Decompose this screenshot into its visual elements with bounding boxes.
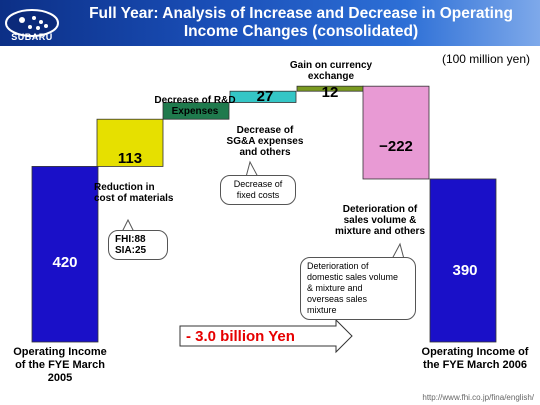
value-label-fye2006: 390 (452, 262, 478, 279)
callout-line: SIA:25 (115, 245, 147, 256)
callout-line: & mixture and (307, 283, 363, 293)
value-label-fye2005: 420 (52, 254, 78, 271)
title-line-1: Full Year: Analysis of Increase and Decr… (89, 5, 513, 22)
callout-line: Decrease of (233, 179, 283, 189)
bar-fye2006 (429, 178, 497, 343)
value-label-volume: −222 (379, 138, 413, 155)
callout-line: FHI:88 (115, 234, 146, 245)
category-label-fye2006: Operating Income of the FYE March 2006 (421, 346, 529, 371)
category-label-volume: Deterioration of sales volume & mixture … (334, 204, 426, 237)
callout-sales-volume: Deterioration of domestic sales volume &… (300, 257, 416, 320)
bar-fye2005 (31, 166, 99, 343)
decrease-arrow-icon (179, 318, 353, 354)
callout-pointer-volume (391, 242, 405, 260)
category-label-rd: Decrease of R&D Expenses (154, 95, 236, 117)
header-bar: SUBARU Full Year: Analysis of Increase a… (0, 0, 540, 46)
subaru-logo-icon (5, 9, 59, 37)
callout-line: fixed costs (236, 190, 280, 200)
bar-sga (229, 90, 297, 103)
change-summary-label: - 3.0 billion Yen (186, 328, 295, 345)
callout-line: domestic sales volume (307, 272, 399, 282)
title-line-2: Income Changes (consolidated) (183, 23, 419, 40)
value-label-currency: 12 (321, 84, 339, 101)
category-label-currency: Gain on currency exchange (289, 60, 373, 82)
bar-volume (362, 85, 430, 180)
logo-text: SUBARU (11, 32, 53, 42)
unit-label: (100 million yen) (441, 52, 530, 66)
value-label-materials: 113 (117, 150, 143, 167)
callout-fixed-costs: Decrease of fixed costs (220, 175, 296, 205)
callout-line: mixture (307, 305, 337, 315)
footer-url: http://www.fhi.co.jp/fina/english/ (422, 393, 534, 402)
category-label-fye2005: Operating Income of the FYE March 2005 (13, 346, 107, 384)
category-label-materials: Reduction in cost of materials (94, 182, 174, 204)
category-label-sga: Decrease of SG&A expenses and others (226, 125, 304, 158)
callout-pointer-sga (245, 160, 259, 178)
value-label-rd: 40 (187, 118, 205, 135)
callout-materials-breakdown: FHI:88 SIA:25 (108, 230, 168, 260)
callout-line: overseas sales (307, 294, 368, 304)
bar-rd (162, 102, 230, 120)
callout-pointer-materials (121, 218, 135, 233)
callout-line: Deterioration of (307, 261, 369, 271)
bar-materials (96, 118, 164, 167)
value-label-sga: 27 (256, 88, 274, 105)
page-title: Full Year: Analysis of Increase and Decr… (66, 5, 536, 41)
